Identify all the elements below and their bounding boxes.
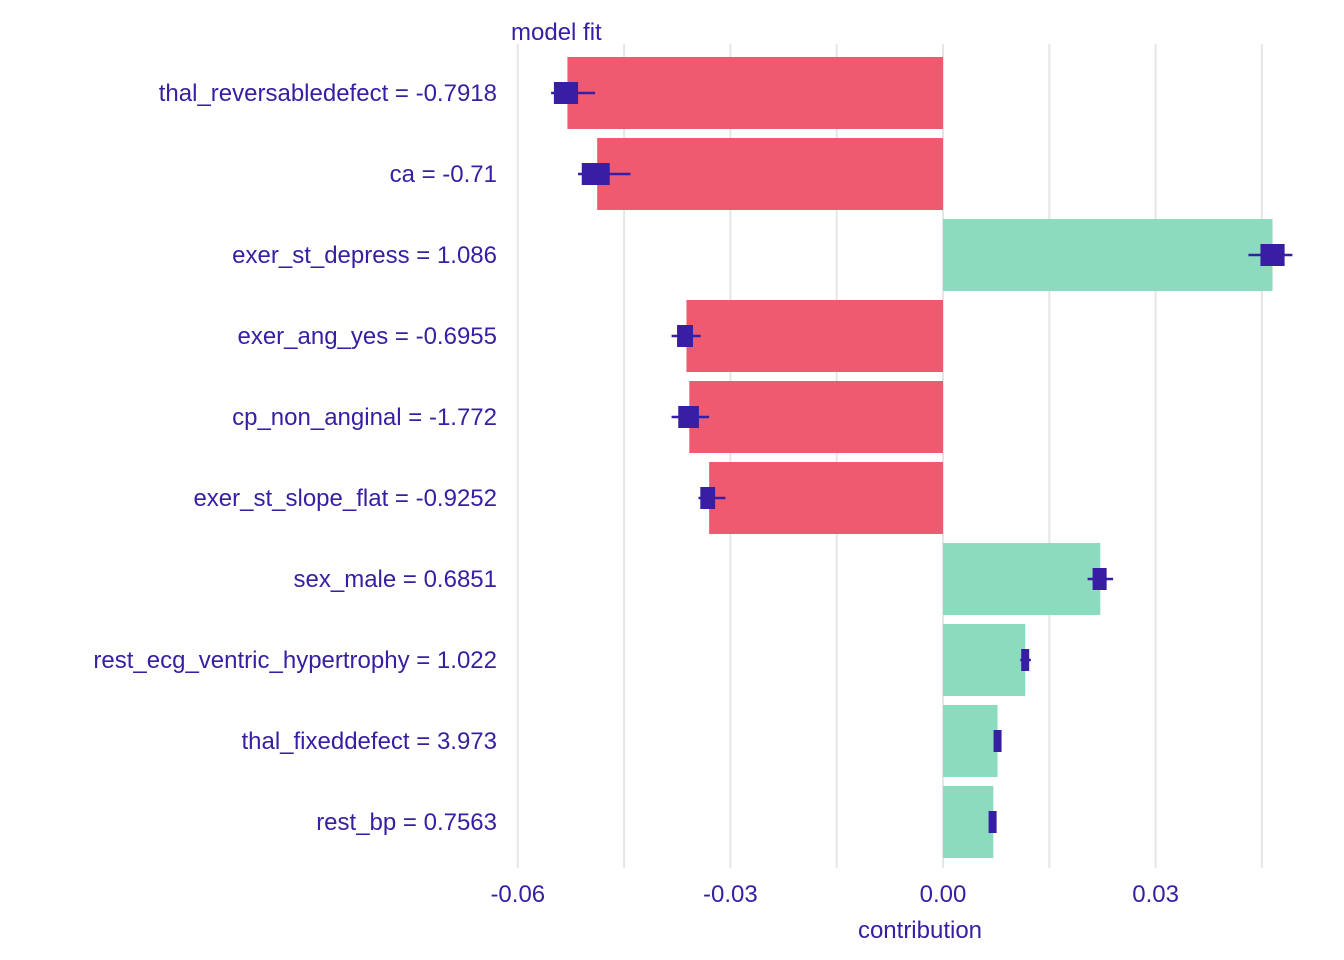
marker-box — [993, 730, 1002, 752]
marker-box — [581, 163, 610, 185]
bar — [709, 462, 943, 534]
category-label: ca = -0.71 — [390, 161, 497, 188]
bar — [943, 705, 998, 777]
bar — [686, 300, 943, 372]
category-label: exer_st_slope_flat = -0.9252 — [193, 485, 497, 512]
x-tick-label: -0.03 — [703, 881, 758, 908]
chart-title: model fit — [511, 19, 602, 46]
bar — [943, 624, 1026, 696]
x-axis-label: contribution — [858, 917, 982, 944]
category-label: rest_ecg_ventric_hypertrophy = 1.022 — [93, 647, 497, 674]
marker-box — [678, 406, 699, 428]
category-label: cp_non_anginal = -1.772 — [232, 404, 497, 431]
bar — [689, 381, 943, 453]
marker-box — [553, 82, 579, 104]
category-label: exer_st_depress = 1.086 — [232, 242, 497, 269]
category-label: thal_reversabledefect = -0.7918 — [159, 80, 497, 107]
bar — [943, 219, 1273, 291]
bar — [597, 138, 943, 210]
category-label: sex_male = 0.6851 — [294, 566, 497, 593]
bar — [567, 57, 943, 129]
bars — [567, 57, 1273, 858]
marker-box — [677, 325, 694, 347]
marker-box — [700, 487, 716, 509]
x-tick-labels: -0.06 -0.03 0.00 0.03 — [490, 881, 1179, 908]
marker-box — [1021, 649, 1030, 671]
x-tick-label: 0.03 — [1132, 881, 1179, 908]
x-tick-label: 0.00 — [920, 881, 967, 908]
bar — [943, 786, 994, 858]
category-label: exer_ang_yes = -0.6955 — [237, 323, 497, 350]
x-tick-label: -0.06 — [490, 881, 545, 908]
markers — [551, 82, 1293, 833]
marker-box — [1260, 244, 1285, 266]
category-labels: thal_reversabledefect = -0.7918 ca = -0.7… — [93, 80, 497, 836]
marker-box — [1092, 568, 1107, 590]
bar — [943, 543, 1101, 615]
category-label: rest_bp = 0.7563 — [316, 809, 497, 836]
category-label: thal_fixeddefect = 3.973 — [241, 728, 497, 755]
marker-box — [988, 811, 997, 833]
